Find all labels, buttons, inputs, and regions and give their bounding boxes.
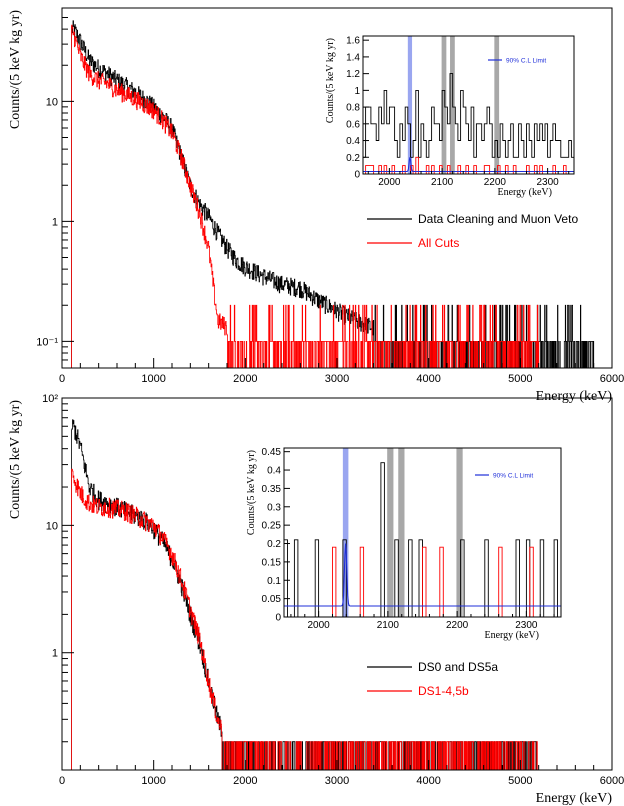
legend-label: All Cuts	[418, 236, 459, 250]
legend-label: DS0 and DS5a	[418, 660, 498, 674]
inset-x-tick-label: 2000	[378, 177, 401, 188]
inset-legend-label: 90% C.L Limit	[493, 473, 533, 480]
inset-y-tick-label: 0.2	[267, 539, 281, 550]
x-axis-title: Energy (keV)	[536, 389, 613, 404]
inset-y-axis-title: Counts/(5 keV kg yr)	[246, 450, 257, 535]
excluded-band	[398, 448, 404, 617]
x-tick-label: 0	[59, 775, 65, 787]
x-axis-title: Energy (keV)	[536, 791, 613, 806]
inset-y-tick-label: 0.3	[267, 502, 281, 513]
inset-y-tick-label: 1.6	[346, 36, 360, 47]
inset-y-tick-label: 0.25	[262, 521, 282, 532]
inset-y-tick-label: 0	[354, 170, 360, 181]
x-tick-label: 1000	[141, 775, 165, 787]
legend-label: DS1-4,5b	[418, 684, 469, 698]
inset-legend-label: 90% C.L Limit	[506, 58, 546, 65]
x-tick-label: 2000	[233, 373, 257, 385]
y-tick-label: 1	[52, 216, 58, 228]
x-tick-label: 6000	[600, 373, 624, 385]
y-axis-title: Counts/(5 keV kg yr)	[8, 400, 23, 519]
inset-x-axis-title: Energy (keV)	[497, 187, 552, 198]
x-tick-label: 6000	[600, 775, 624, 787]
y-tick-label: 10	[46, 520, 58, 532]
inset-plot: 2000 2100 2200 230000.20.40.60.811.21.41.6E…	[325, 36, 574, 198]
y-tick-label: 10⁻¹	[36, 336, 58, 348]
inset-x-tick-label: 2200	[446, 620, 469, 631]
inset-x-tick-label: 2100	[431, 177, 454, 188]
bottom-panel: 0 1000 2000 3000 4000 5000 6000 1 10 10² Energy (k…	[8, 393, 624, 806]
x-tick-label: 1000	[141, 373, 165, 385]
y-axis-title: Counts/(5 keV kg yr)	[8, 10, 23, 129]
inset-y-tick-label: 1.4	[346, 52, 360, 63]
x-tick-label: 3000	[325, 373, 349, 385]
inset-y-tick-label: 0.45	[262, 447, 282, 458]
inset-x-tick-label: 2000	[308, 620, 331, 631]
x-tick-label: 3000	[325, 775, 349, 787]
inset-y-tick-label: 1.2	[346, 69, 360, 80]
y-tick-label: 10	[46, 96, 58, 108]
inset-y-tick-label: 0.8	[346, 103, 360, 114]
inset-y-tick-label: 0.4	[267, 466, 281, 477]
inset-y-tick-label: 0.2	[346, 153, 360, 164]
excluded-band	[456, 448, 462, 617]
roi-band	[408, 36, 412, 174]
inset-x-tick-label: 2100	[377, 620, 400, 631]
inset-x-axis-title: Energy (keV)	[484, 630, 539, 641]
inset-y-tick-label: 0.6	[346, 119, 360, 130]
inset-y-tick-label: 0	[275, 613, 281, 624]
inset-y-axis-title: Counts/(5 keV kg yr)	[325, 38, 336, 123]
y-tick-label: 1	[52, 648, 58, 660]
x-tick-label: 4000	[416, 373, 440, 385]
inset-y-tick-label: 0.05	[262, 594, 282, 605]
inset-y-tick-label: 1	[354, 86, 360, 97]
inset-y-tick-label: 0.35	[262, 484, 282, 495]
x-tick-label: 2000	[233, 775, 257, 787]
y-tick-label: 10²	[42, 393, 58, 405]
x-tick-label: 5000	[508, 775, 532, 787]
x-tick-label: 0	[59, 373, 65, 385]
legend-label: Data Cleaning and Muon Veto	[418, 212, 578, 226]
inset-y-tick-label: 0.4	[346, 136, 360, 147]
inset-y-tick-label: 0.15	[262, 557, 282, 568]
inset-y-tick-label: 0.1	[267, 576, 281, 587]
excluded-band	[387, 448, 393, 617]
x-tick-label: 4000	[416, 775, 440, 787]
inset-plot: 2000 2100 2200 230000.050.10.150.20.250.30.…	[246, 447, 561, 641]
x-tick-label: 5000	[508, 373, 532, 385]
